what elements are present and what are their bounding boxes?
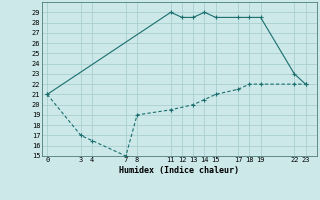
X-axis label: Humidex (Indice chaleur): Humidex (Indice chaleur) <box>119 166 239 175</box>
